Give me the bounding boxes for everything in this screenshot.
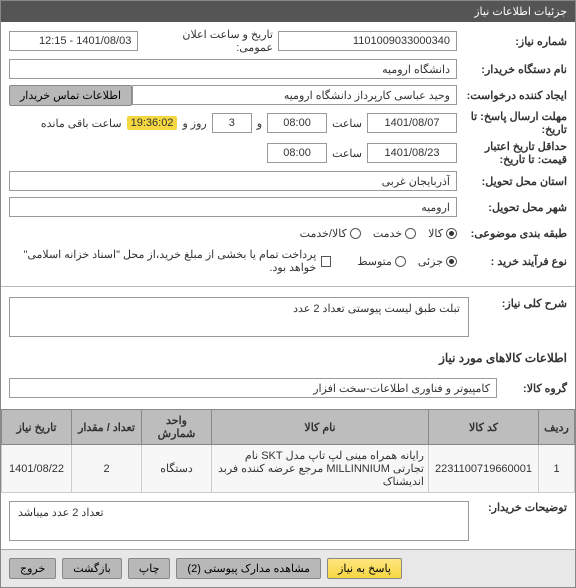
radio-partial[interactable]: جزئی <box>418 255 457 268</box>
buyer-notes-field: تعداد 2 عدد میباشد <box>9 501 469 541</box>
city-label: شهر محل تحویل: <box>457 201 567 214</box>
day-label: روز و <box>177 117 211 130</box>
validity-date: 1401/08/23 <box>367 143 457 163</box>
province-field: آذربایجان غربی <box>9 171 457 191</box>
cell-qty: 2 <box>72 445 142 493</box>
time-label-2: ساعت <box>327 147 367 160</box>
radio-partial-label: جزئی <box>418 255 443 268</box>
cell-date: 1401/08/22 <box>2 445 72 493</box>
th-qty: تعداد / مقدار <box>72 410 142 445</box>
remaining-time: 19:36:02 <box>127 116 178 130</box>
deadline-time: 08:00 <box>267 113 327 133</box>
requester-field: وحید عباسی کارپرداز دانشگاه ارومیه <box>132 85 457 105</box>
th-name: نام کالا <box>212 410 429 445</box>
deadline-date: 1401/08/07 <box>367 113 457 133</box>
back-button[interactable]: بازگشت <box>62 558 122 579</box>
radio-service-label: خدمت <box>373 227 402 240</box>
cell-name: رایانه همراه مینی لپ تاپ مدل SKT نام تجا… <box>212 445 429 493</box>
respond-button[interactable]: پاسخ به نیاز <box>327 558 402 579</box>
table-row: 1 2231100719660001 رایانه همراه مینی لپ … <box>2 445 575 493</box>
radio-goods-label: کالا <box>428 227 443 240</box>
goods-group-field: کامپیوتر و فناوری اطلاعات-سخت افزار <box>9 378 497 398</box>
radio-medium[interactable]: متوسط <box>357 255 406 268</box>
buyer-label: نام دستگاه خریدار: <box>457 63 567 76</box>
cell-code: 2231100719660001 <box>429 445 539 493</box>
need-no-label: شماره نیاز: <box>457 35 567 48</box>
radio-service[interactable]: خدمت <box>373 227 416 240</box>
need-no-field: 1101009033000340 <box>278 31 457 51</box>
process-label: نوع فرآیند خرید : <box>457 255 567 268</box>
remaining-label: ساعت باقی مانده <box>36 117 127 130</box>
buyer-field: دانشگاه ارومیه <box>9 59 457 79</box>
radio-medium-label: متوسط <box>357 255 392 268</box>
contact-button[interactable]: اطلاعات تماس خریدار <box>9 85 132 106</box>
and-label: و <box>252 117 267 130</box>
th-unit: واحد شمارش <box>142 410 212 445</box>
deadline-label: مهلت ارسال پاسخ: تا تاریخ: <box>457 110 567 136</box>
th-date: تاریخ نیاز <box>2 410 72 445</box>
days-field: 3 <box>212 113 252 133</box>
radio-goods[interactable]: کالا <box>428 227 457 240</box>
general-desc-label: شرح کلی نیاز: <box>477 297 567 337</box>
time-label-1: ساعت <box>327 117 367 130</box>
goods-info-title: اطلاعات کالاهای مورد نیاز <box>1 345 575 371</box>
validity-time: 08:00 <box>267 143 327 163</box>
payment-checkbox[interactable] <box>321 256 331 267</box>
goods-table: ردیف کد کالا نام کالا واحد شمارش تعداد /… <box>1 409 575 493</box>
city-field: ارومیه <box>9 197 457 217</box>
province-label: استان محل تحویل: <box>457 175 567 188</box>
validity-label: حداقل تاریخ اعتبار قیمت: تا تاریخ: <box>457 140 567 166</box>
radio-both[interactable]: کالا/خدمت <box>300 227 361 240</box>
announce-label: تاریخ و ساعت اعلان عمومی: <box>138 28 278 54</box>
th-code: کد کالا <box>429 410 539 445</box>
cell-row: 1 <box>539 445 575 493</box>
window-title: جزئیات اطلاعات نیاز <box>1 1 575 22</box>
cell-unit: دستگاه <box>142 445 212 493</box>
exit-button[interactable]: خروج <box>9 558 56 579</box>
announce-field: 1401/08/03 - 12:15 <box>9 31 138 51</box>
radio-both-label: کالا/خدمت <box>300 227 347 240</box>
th-row: ردیف <box>539 410 575 445</box>
requester-label: ایجاد کننده درخواست: <box>457 89 567 102</box>
print-button[interactable]: چاپ <box>128 558 171 579</box>
general-desc-field: تبلت طبق لیست پیوستی تعداد 2 عدد <box>9 297 469 337</box>
payment-note: پرداخت تمام یا بخشی از مبلغ خرید،از محل … <box>9 248 321 274</box>
goods-group-label: گروه کالا: <box>497 382 567 395</box>
attachments-button[interactable]: مشاهده مدارک پیوستی (2) <box>176 558 321 579</box>
buyer-notes-label: توضیحات خریدار: <box>477 501 567 541</box>
category-label: طبقه بندی موضوعی: <box>457 227 567 240</box>
